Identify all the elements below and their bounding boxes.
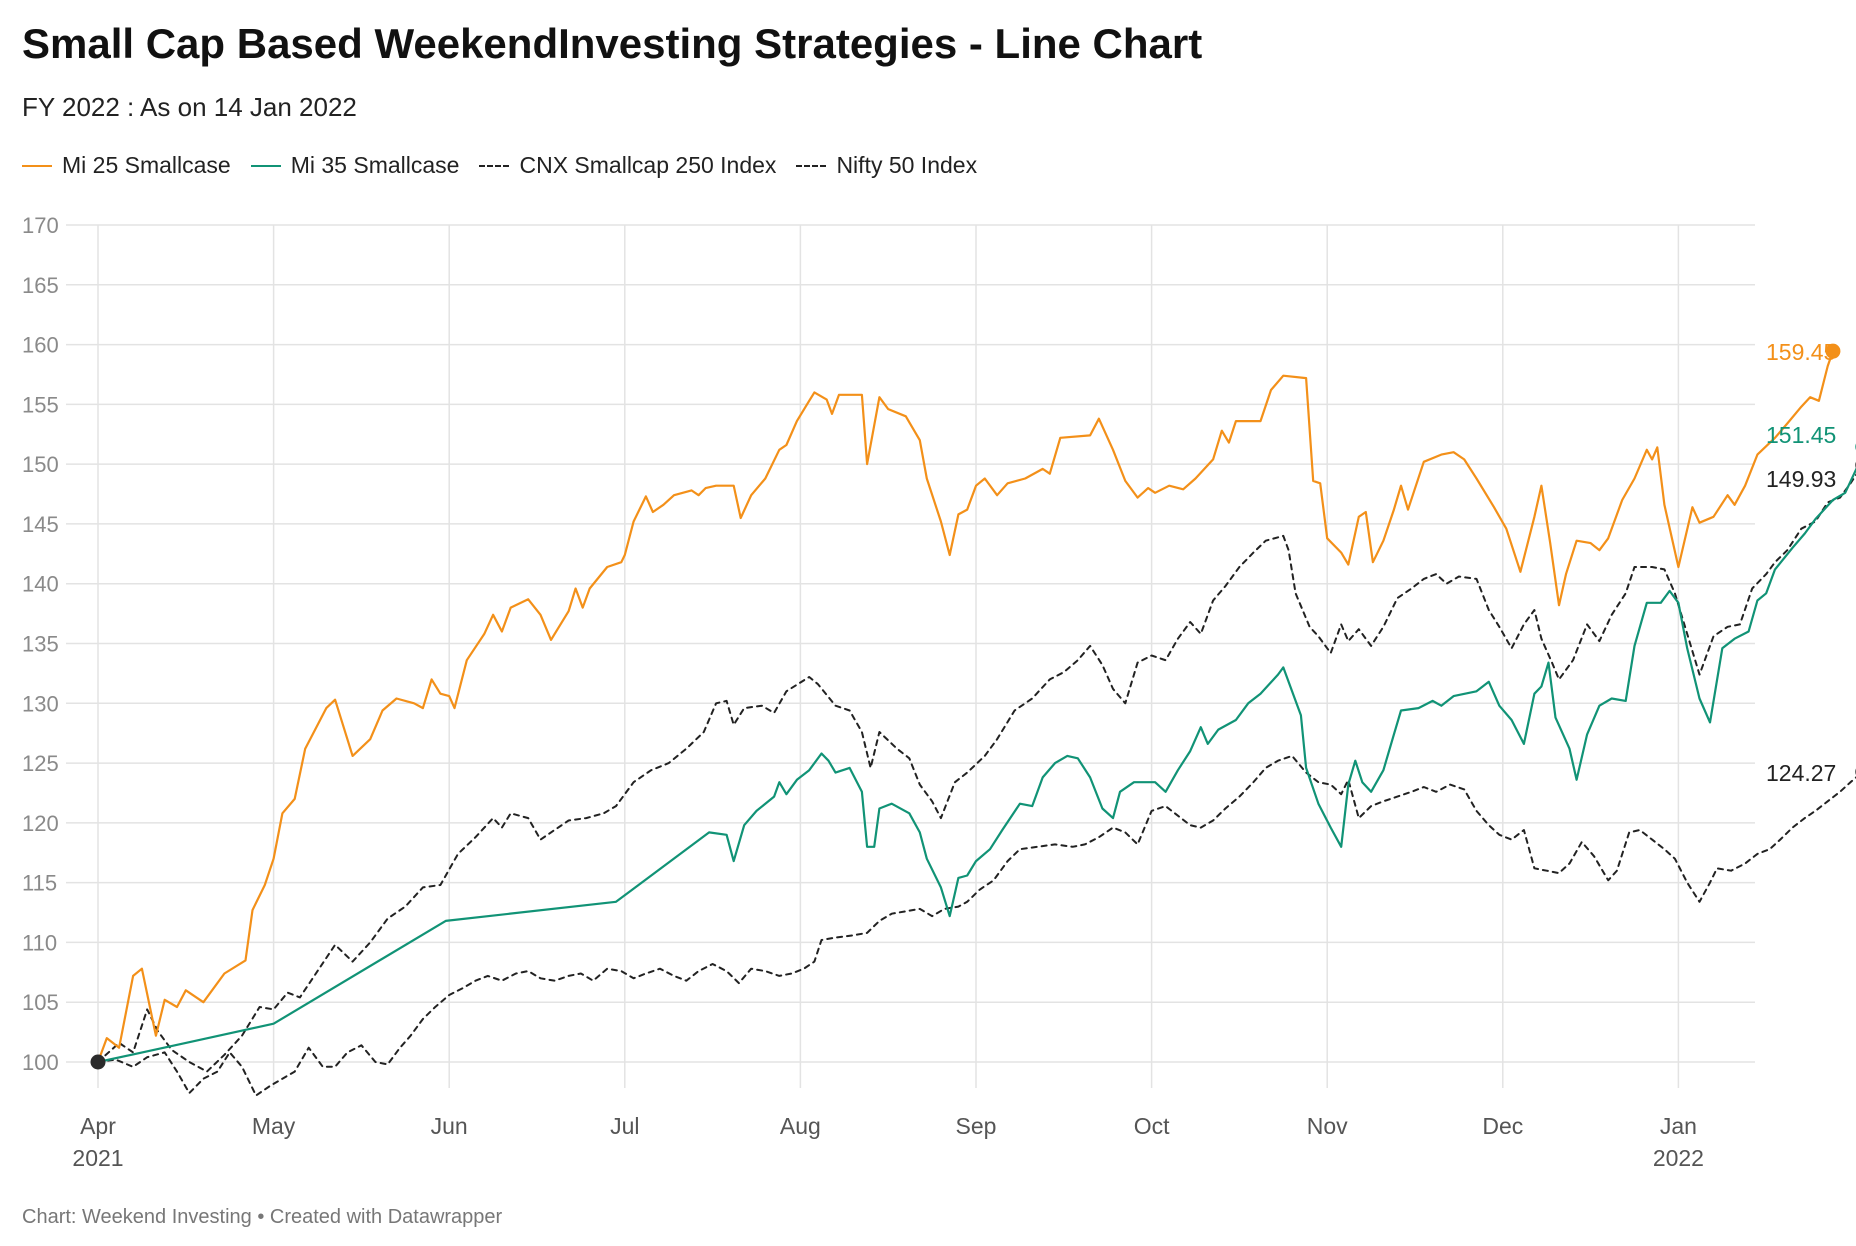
x-tick-label: Jan (1660, 1113, 1697, 1139)
end-point-marker (1825, 343, 1841, 359)
x-tick-label: Sep (956, 1113, 997, 1139)
x-tick-label: May (252, 1113, 296, 1139)
end-value-label: 149.93 (1766, 466, 1836, 492)
chart-subtitle: FY 2022 : As on 14 Jan 2022 (22, 92, 357, 122)
x-tick-label: Nov (1307, 1113, 1348, 1139)
legend-swatch-mi25 (22, 164, 52, 167)
series-line-nifty-50-index (97, 754, 1856, 1097)
series-line-cnx-smallcap-250-index (97, 473, 1856, 1073)
start-point-marker (90, 1054, 106, 1070)
y-tick-label: 110 (22, 930, 57, 955)
x-tick-year-label: 2022 (1653, 1145, 1704, 1171)
y-tick-label: 125 (22, 751, 59, 776)
legend-item-cnx-smallcap: CNX Smallcap 250 Index (479, 152, 776, 179)
series-line-mi-25-smallcase (96, 350, 1834, 1064)
legend-swatch-nifty50 (796, 164, 827, 167)
x-tick-year-label: 2021 (72, 1145, 123, 1171)
legend-item-nifty50: Nifty 50 Index (796, 152, 977, 179)
x-tick-label: Apr (80, 1113, 116, 1139)
y-tick-label: 145 (22, 512, 59, 537)
y-tick-label: 140 (22, 572, 59, 597)
series-line-mi-35-smallcase (96, 467, 1856, 1064)
legend-label-nifty50: Nifty 50 Index (836, 152, 978, 178)
y-tick-label: 105 (22, 990, 59, 1015)
end-value-label: 124.27 (1766, 760, 1836, 786)
legend-swatch-cnx-smallcap (479, 164, 510, 167)
chart-footer: Chart: Weekend Investing • Created with … (22, 1206, 503, 1228)
legend-label-cnx-smallcap: CNX Smallcap 250 Index (519, 152, 777, 178)
y-tick-label: 100 (22, 1050, 59, 1075)
y-tick-label: 155 (22, 392, 59, 417)
x-tick-label: Jul (610, 1113, 639, 1139)
x-tick-label: Dec (1482, 1113, 1523, 1139)
y-tick-label: 135 (22, 632, 59, 657)
y-tick-label: 130 (22, 691, 59, 716)
y-tick-label: 165 (22, 273, 59, 298)
y-tick-label: 150 (22, 452, 59, 477)
y-tick-label: 170 (22, 213, 59, 238)
legend-item-mi25: Mi 25 Smallcase (22, 152, 231, 179)
end-value-label: 159.45 (1766, 339, 1836, 365)
x-tick-label: Oct (1134, 1113, 1170, 1139)
legend: Mi 25 Smallcase Mi 35 Smallcase CNX Smal… (22, 152, 997, 179)
x-tick-label: Aug (780, 1113, 821, 1139)
legend-item-mi35: Mi 35 Smallcase (250, 152, 460, 179)
x-tick-label: Jun (431, 1113, 468, 1139)
end-value-label: 151.45 (1766, 422, 1836, 448)
y-tick-label: 120 (22, 811, 59, 836)
legend-label-mi25: Mi 25 Smallcase (62, 152, 231, 178)
y-tick-label: 115 (22, 871, 57, 896)
y-tick-label: 160 (22, 333, 59, 358)
legend-label-mi35: Mi 35 Smallcase (290, 152, 460, 178)
chart-title: Small Cap Based WeekendInvesting Strateg… (22, 20, 1203, 67)
legend-swatch-mi35 (250, 164, 281, 167)
